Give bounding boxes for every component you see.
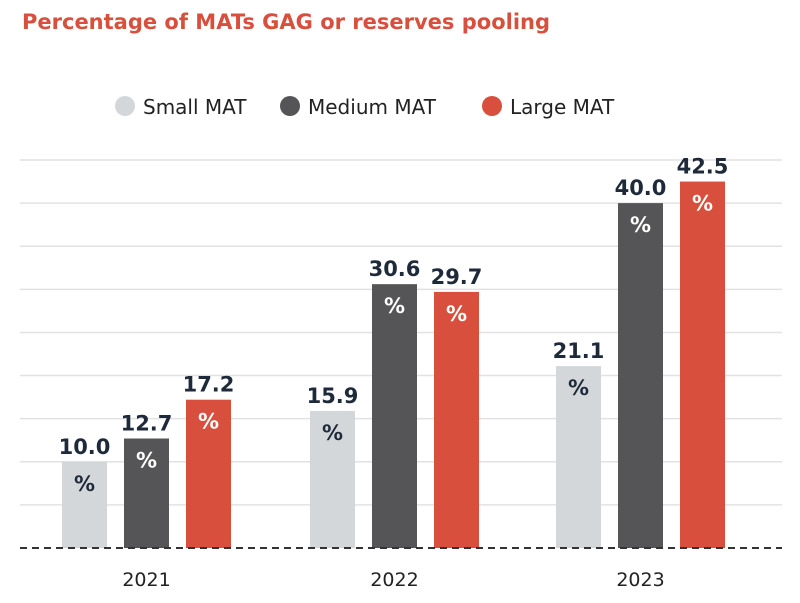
legend-label: Medium MAT [308, 95, 437, 119]
legend: Small MAT Medium MAT Large MAT [115, 95, 615, 119]
data-label: 29.7 [431, 265, 483, 289]
bars [62, 181, 725, 549]
data-label-unit: % [74, 472, 95, 496]
data-label: 15.9 [307, 384, 359, 408]
bar [186, 399, 231, 548]
x-tick-label: 2022 [370, 569, 418, 591]
data-label: 21.1 [553, 339, 605, 363]
bar [618, 203, 663, 548]
x-tick-label: 2021 [122, 569, 170, 591]
bar [556, 366, 601, 548]
data-label: 12.7 [121, 411, 173, 435]
bar [310, 410, 355, 548]
bar [124, 438, 169, 548]
data-label-unit: % [384, 294, 405, 318]
legend-label: Small MAT [143, 95, 247, 119]
legend-marker [115, 96, 135, 116]
x-axis: 2021 2022 2023 [20, 547, 782, 591]
data-label-unit: % [630, 213, 651, 237]
legend-label: Large MAT [510, 95, 615, 119]
data-label-unit: % [446, 302, 467, 326]
x-tick-label: 2023 [616, 569, 664, 591]
data-labels: 10.0% 12.7% 17.2% 15.9% 30.6% 29.7% 21.1% 40.0%… [59, 155, 729, 496]
legend-marker [482, 96, 502, 116]
bar [434, 291, 479, 548]
data-label-unit: % [136, 448, 157, 472]
chart-title: Percentage of MATs GAG or reserves pooli… [22, 10, 550, 34]
data-label: 17.2 [183, 373, 235, 397]
data-label: 30.6 [369, 257, 421, 281]
legend-marker [280, 96, 300, 116]
bar [62, 461, 107, 548]
data-label: 40.0 [615, 176, 667, 200]
data-label-unit: % [692, 192, 713, 216]
data-label-unit: % [322, 421, 343, 445]
data-label-unit: % [198, 410, 219, 434]
data-label: 42.5 [677, 155, 729, 179]
data-label-unit: % [568, 376, 589, 400]
data-label: 10.0 [59, 435, 111, 459]
bar [372, 284, 417, 548]
bar [680, 181, 725, 549]
